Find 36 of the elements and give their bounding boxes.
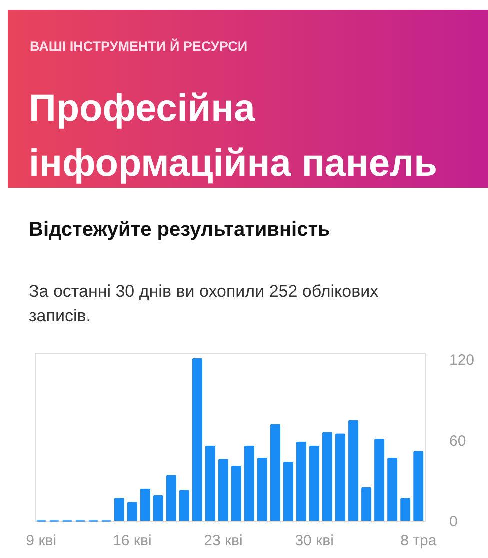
bar xyxy=(270,424,281,521)
y-tick-label: 60 xyxy=(450,432,466,450)
x-tick-label: 23 кві xyxy=(204,532,243,550)
bar xyxy=(296,442,307,521)
bar xyxy=(205,446,216,521)
bar xyxy=(362,487,372,521)
bar xyxy=(140,488,151,521)
bar xyxy=(231,466,242,521)
text: За останні 30 днів ви охопили 252 облікових записів. xyxy=(29,282,380,326)
bar xyxy=(374,439,385,521)
chart-subtitle: ВАШІ ІНСТРУМЕНТИ Й РЕСУРСИ xyxy=(30,38,248,54)
bar xyxy=(348,420,359,521)
x-tick-label: 9 кві xyxy=(26,532,57,550)
x-tick-label: 16 кві xyxy=(113,532,152,550)
y-tick-label: 0 xyxy=(450,514,458,530)
y-tick-label: 120 xyxy=(450,352,475,370)
bar xyxy=(257,458,268,521)
bar xyxy=(414,451,424,521)
bar xyxy=(388,458,398,521)
bar xyxy=(114,498,124,521)
bar xyxy=(309,446,320,521)
bar xyxy=(179,490,190,521)
x-tick-label: 30 кві xyxy=(295,532,334,550)
bar xyxy=(244,446,255,521)
bar xyxy=(283,462,294,521)
bar xyxy=(336,434,346,521)
bar xyxy=(153,495,164,521)
bar xyxy=(400,498,411,521)
bar xyxy=(127,502,138,521)
bar xyxy=(166,475,177,521)
chart-title: Професійна інформаційна панель xyxy=(29,88,438,186)
bar xyxy=(192,358,203,521)
text: Відстежуйте результативність xyxy=(29,219,330,241)
bar xyxy=(218,459,229,521)
x-tick-label: 8 тра xyxy=(400,532,438,550)
bar xyxy=(322,432,333,521)
